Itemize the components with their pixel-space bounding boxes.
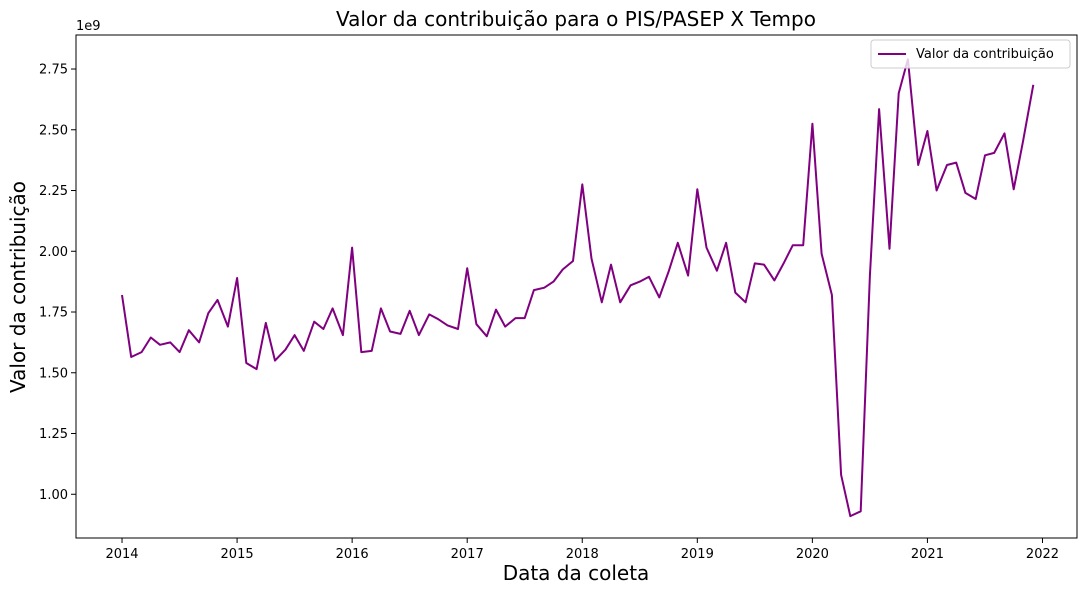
y-tick-label: 1.50 — [39, 366, 68, 381]
y-tick-label: 2.25 — [39, 184, 68, 199]
x-tick-label: 2014 — [105, 547, 138, 562]
y-tick-label: 1.25 — [39, 427, 68, 442]
y-tick-label: 2.00 — [39, 245, 68, 260]
series-line — [121, 58, 1035, 518]
y-tick-label: 2.50 — [39, 123, 68, 138]
axes-frame — [75, 34, 1078, 539]
x-axis-label: Data da coleta — [503, 561, 650, 585]
legend-label: Valor da contribuição — [916, 47, 1054, 62]
y-tick-label: 1.00 — [39, 488, 68, 503]
chart-title: Valor da contribuição para o PIS/PASEP X… — [336, 7, 816, 31]
x-tick-label: 2016 — [336, 547, 369, 562]
x-tick-label: 2015 — [221, 547, 254, 562]
y-axis-offset-label: 1e9 — [76, 19, 101, 34]
y-axis-label: Valor da contribuição — [6, 181, 30, 393]
legend-box — [870, 39, 1071, 69]
plot-area: 2014 2015 2016 2017 2018 2019 2020 2021 2022 1.00… — [39, 34, 1078, 562]
legend: Valor da contribuição — [870, 39, 1071, 69]
y-tick-label: 2.75 — [39, 63, 68, 78]
y-tick-label: 1.75 — [39, 306, 68, 321]
x-tick-label: 2020 — [796, 547, 829, 562]
x-tick-label: 2021 — [911, 547, 944, 562]
x-tick-label: 2019 — [681, 547, 714, 562]
x-tick-label: 2018 — [566, 547, 599, 562]
x-tick-label: 2022 — [1026, 547, 1059, 562]
x-tick-label: 2017 — [451, 547, 484, 562]
